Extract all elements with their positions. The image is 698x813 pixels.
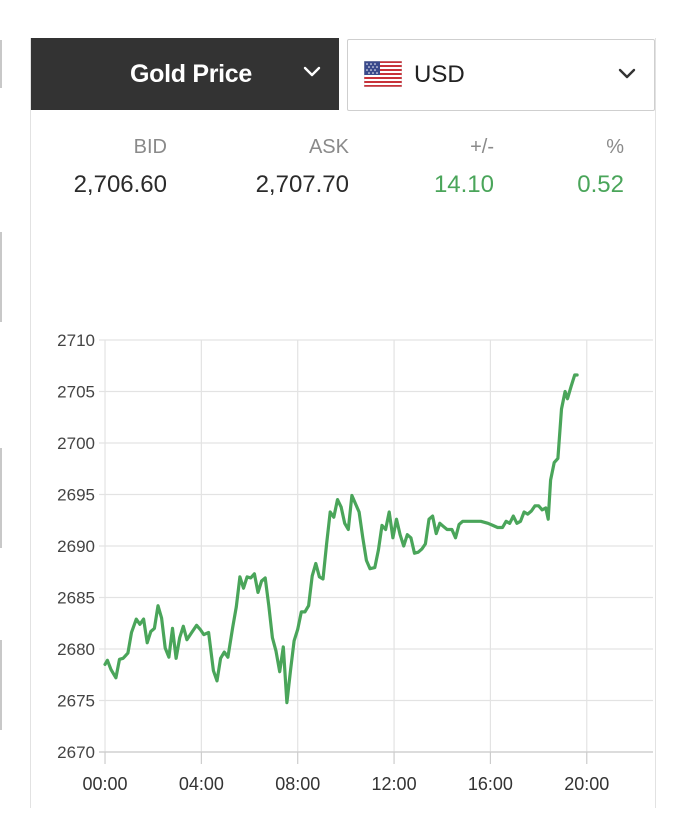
edge-marker bbox=[0, 448, 2, 548]
price-chart-svg: 2670 2675 2680 2685 2690 2695 2700 2705 2710 00:… bbox=[57, 331, 653, 794]
edge-marker bbox=[0, 232, 2, 322]
y-tick-label: 2710 bbox=[57, 331, 95, 350]
change-value: 14.10 bbox=[433, 171, 494, 198]
metal-dropdown[interactable]: Gold Price bbox=[31, 38, 339, 110]
chevron-down-icon bbox=[303, 66, 321, 77]
y-tick-label: 2670 bbox=[57, 743, 95, 762]
price-chart: 2670 2675 2680 2685 2690 2695 2700 2705 2710 00:… bbox=[31, 288, 655, 808]
edge-marker bbox=[0, 640, 2, 730]
x-tick-label: 04:00 bbox=[179, 774, 224, 794]
ask-quote: ASK 2,707.70 bbox=[229, 134, 349, 200]
x-tick-label: 00:00 bbox=[82, 774, 127, 794]
change-quote: +/- 14.10 bbox=[374, 134, 494, 200]
x-tick-label: 08:00 bbox=[275, 774, 320, 794]
ask-label: ASK bbox=[308, 136, 349, 158]
gold-price-widget: Gold Price bbox=[30, 38, 656, 808]
y-tick-label: 2685 bbox=[57, 589, 95, 608]
ask-value: 2,707.70 bbox=[255, 171, 349, 198]
x-tick-label: 20:00 bbox=[564, 774, 609, 794]
x-tick-label: 12:00 bbox=[372, 774, 417, 794]
edge-marker bbox=[0, 40, 2, 88]
bid-quote: BID 2,706.60 bbox=[47, 134, 167, 200]
y-tick-label: 2700 bbox=[57, 434, 95, 453]
percent-value: 0.52 bbox=[577, 171, 624, 198]
us-flag-icon bbox=[364, 61, 402, 87]
y-tick-label: 2695 bbox=[57, 486, 95, 505]
y-tick-label: 2675 bbox=[57, 692, 95, 711]
y-tick-label: 2705 bbox=[57, 383, 95, 402]
y-tick-label: 2690 bbox=[57, 537, 95, 556]
metal-dropdown-label: Gold Price bbox=[129, 60, 253, 88]
change-label: +/- bbox=[470, 136, 494, 158]
chevron-down-icon bbox=[618, 68, 636, 79]
price-series-line bbox=[103, 373, 579, 705]
bid-label: BID bbox=[133, 136, 167, 158]
x-tick-label: 16:00 bbox=[468, 774, 513, 794]
y-tick-label: 2680 bbox=[57, 640, 95, 659]
widget-toolbar: Gold Price bbox=[31, 38, 655, 112]
currency-dropdown[interactable]: USD bbox=[347, 39, 655, 111]
bid-value: 2,706.60 bbox=[73, 171, 167, 198]
percent-quote: % 0.52 bbox=[504, 134, 624, 200]
currency-dropdown-label: USD bbox=[414, 61, 465, 88]
percent-label: % bbox=[606, 136, 624, 158]
